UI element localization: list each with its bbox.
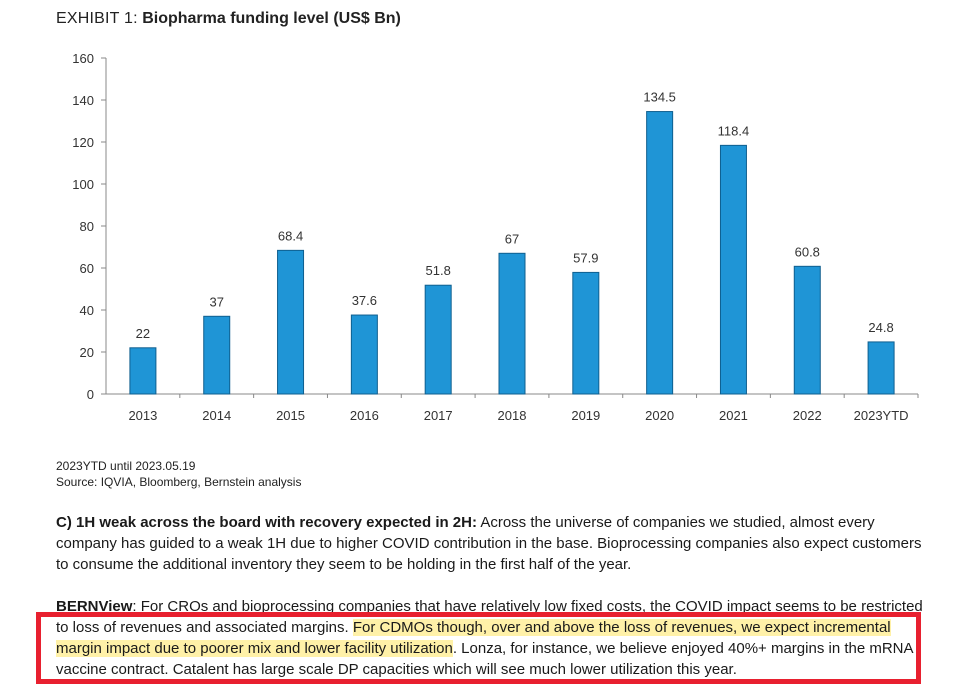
x-tick-label-2021: 2021 [719,408,748,423]
y-tick-label: 80 [80,219,94,234]
x-tick-label-2019: 2019 [571,408,600,423]
x-tick-label-2023YTD: 2023YTD [854,408,909,423]
bernview-paragraph: BERNView: For CROs and bioprocessing com… [56,596,926,680]
bernview-part1: : For CROs and bioprocessing companies t… [56,598,923,636]
bar-2016 [350,314,378,395]
y-tick-label: 60 [80,261,94,276]
data-label-2017: 51.8 [426,263,451,278]
bar-2014 [203,315,231,395]
chart-title: Biopharma funding level (US$ Bn) [142,10,401,27]
x-tick-label-2018: 2018 [498,408,527,423]
y-tick-label: 20 [80,345,94,360]
exhibit-prefix: EXHIBIT 1: [56,10,138,27]
bar-2017 [424,284,452,395]
data-label-2021: 118.4 [718,123,750,138]
section-c-lead: C) 1H weak across the board with recover… [56,514,477,531]
x-tick-label-2020: 2020 [645,408,674,423]
bar-2018 [498,252,526,395]
y-tick-label: 100 [72,177,94,192]
y-tick-label: 160 [72,51,94,66]
data-label-2019: 57.9 [573,250,598,265]
bar-2013 [129,347,157,395]
source-note: Source: IQVIA, Bloomberg, Bernstein anal… [56,475,302,489]
data-label-2013: 22 [136,326,150,341]
data-label-2023YTD: 24.8 [868,320,893,335]
ytd-note: 2023YTD until 2023.05.19 [56,459,196,473]
chart-notes: 2023YTD until 2023.05.19 Source: IQVIA, … [56,458,301,490]
bar-2019 [572,271,600,395]
x-tick-label-2013: 2013 [128,408,157,423]
y-tick-label: 0 [87,387,94,402]
x-tick-label-2017: 2017 [424,408,453,423]
data-label-2020: 134.5 [643,90,676,105]
data-label-2014: 37 [209,294,223,309]
bar-chart: 0 20 40 60 80 100 120 140 160 22 2013 37 2014 68.4 201… [72,51,919,423]
data-label-2022: 60.8 [795,244,820,259]
bar-2015 [277,249,305,395]
exhibit-title: EXHIBIT 1: Biopharma funding level (US$ … [56,10,401,28]
y-tick-label: 40 [80,303,94,318]
x-tick-label-2014: 2014 [202,408,231,423]
y-tick-label: 140 [72,93,94,108]
bernview-lead: BERNView [56,598,133,615]
x-tick-label-2016: 2016 [350,408,379,423]
data-label-2018: 67 [505,231,519,246]
section-c-body: Across the universe of companies we stud… [56,514,922,573]
bar-2022 [793,265,821,395]
data-label-2016: 37.6 [352,293,377,308]
data-label-2015: 68.4 [278,228,303,243]
bar-2023YTD [867,341,895,395]
red-annotation-box [36,612,921,684]
section-c-paragraph: C) 1H weak across the board with recover… [56,512,926,575]
bernview-part2: . Lonza, for instance, we believe enjoye… [56,640,913,678]
y-tick-label: 120 [72,135,94,150]
bar-2020 [646,111,674,395]
x-tick-label-2015: 2015 [276,408,305,423]
bar-2021 [719,144,747,395]
x-tick-label-2022: 2022 [793,408,822,423]
